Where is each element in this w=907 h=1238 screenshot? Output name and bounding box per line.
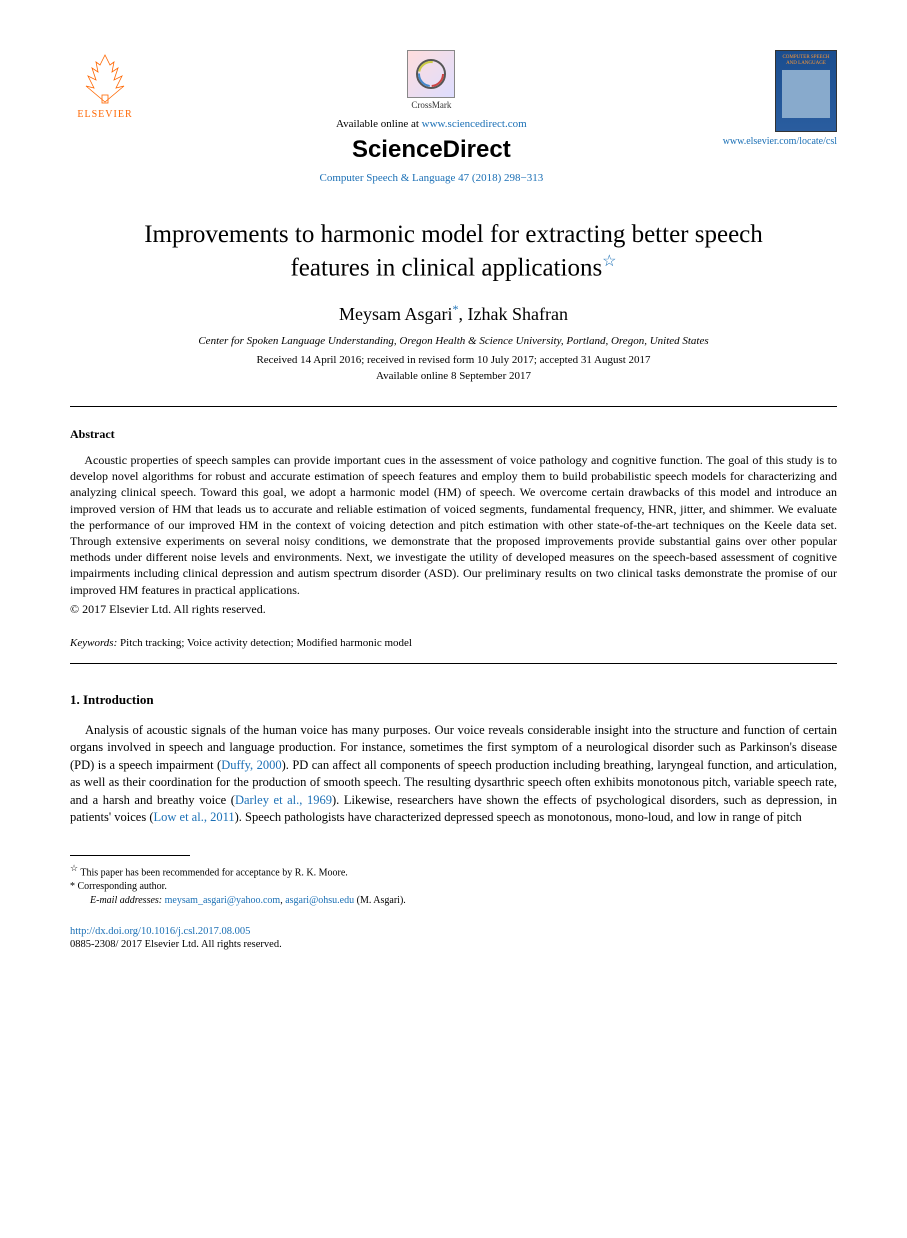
affiliation: Center for Spoken Language Understanding…: [70, 335, 837, 347]
footnote-2: * Corresponding author.: [70, 880, 837, 894]
elsevier-tree-icon: [78, 50, 133, 105]
crossmark-label: CrossMark: [140, 100, 723, 110]
footnote-separator: [70, 855, 190, 856]
citation-darley-1969[interactable]: Darley et al., 1969: [235, 793, 332, 807]
email-label: E-mail addresses:: [90, 895, 162, 906]
footnote-1-text: This paper has been recommended for acce…: [78, 867, 348, 878]
keywords-text: Pitch tracking; Voice activity detection…: [117, 637, 412, 649]
title-note-icon[interactable]: ☆: [602, 253, 616, 270]
authors: Meysam Asgari*, Izhak Shafran: [70, 302, 837, 325]
journal-cover-column: COMPUTER SPEECH AND LANGUAGE www.elsevie…: [723, 50, 837, 147]
abstract-body: Acoustic properties of speech samples ca…: [70, 452, 837, 598]
journal-cover[interactable]: COMPUTER SPEECH AND LANGUAGE: [775, 50, 837, 132]
intro-paragraph: Analysis of acoustic signals of the huma…: [70, 722, 837, 827]
dates-line2: Available online 8 September 2017: [376, 370, 531, 382]
keywords: Keywords: Pitch tracking; Voice activity…: [70, 637, 837, 649]
footnote-star-icon: ☆: [70, 863, 78, 873]
email-suffix: (M. Asgari).: [354, 895, 406, 906]
section-1-heading: 1. Introduction: [70, 692, 837, 708]
journal-homepage-link[interactable]: www.elsevier.com/locate/csl: [723, 136, 837, 147]
journal-cover-image: [782, 70, 830, 118]
copyright-line: © 2017 Elsevier Ltd. All rights reserved…: [70, 602, 837, 617]
author-1[interactable]: Meysam Asgari: [339, 304, 452, 324]
intro-text-4: ). Speech pathologists have characterize…: [235, 810, 802, 824]
corresponding-author-label: * Corresponding author.: [70, 881, 167, 892]
sciencedirect-url[interactable]: www.sciencedirect.com: [422, 118, 527, 130]
footnote-1: ☆ This paper has been recommended for ac…: [70, 862, 837, 880]
email-link-2[interactable]: asgari@ohsu.edu: [285, 895, 354, 906]
keywords-label: Keywords:: [70, 637, 117, 649]
title-line1: Improvements to harmonic model for extra…: [144, 221, 763, 248]
email-link-1[interactable]: meysam_asgari@yahoo.com: [165, 895, 281, 906]
author-2[interactable]: , Izhak Shafran: [459, 304, 568, 324]
doi-link[interactable]: http://dx.doi.org/10.1016/j.csl.2017.08.…: [70, 926, 837, 937]
center-header: CrossMark Available online at www.scienc…: [140, 50, 723, 184]
issn-line: 0885-2308/ 2017 Elsevier Ltd. All rights…: [70, 939, 837, 950]
crossmark-badge[interactable]: [407, 50, 455, 98]
abstract-heading: Abstract: [70, 427, 837, 442]
article-title: Improvements to harmonic model for extra…: [70, 219, 837, 284]
citation-duffy-2000[interactable]: Duffy, 2000: [221, 758, 281, 772]
sciencedirect-logo[interactable]: ScienceDirect: [140, 136, 723, 164]
rule-top: [70, 406, 837, 407]
citation-low-2011[interactable]: Low et al., 2011: [153, 810, 234, 824]
crossmark-icon: [416, 59, 446, 89]
journal-cover-title: COMPUTER SPEECH AND LANGUAGE: [780, 55, 832, 66]
elsevier-label: ELSEVIER: [77, 109, 132, 120]
footnote-emails: E-mail addresses: meysam_asgari@yahoo.co…: [70, 894, 837, 908]
journal-reference[interactable]: Computer Speech & Language 47 (2018) 298…: [140, 172, 723, 184]
title-line2: features in clinical applications: [290, 254, 602, 281]
rule-bottom: [70, 663, 837, 664]
available-prefix: Available online at: [336, 118, 422, 130]
dates-line1: Received 14 April 2016; received in revi…: [256, 354, 650, 366]
elsevier-logo[interactable]: ELSEVIER: [70, 50, 140, 130]
available-online-text: Available online at www.sciencedirect.co…: [140, 118, 723, 130]
header-row: ELSEVIER CrossMark Available online at w…: [70, 50, 837, 184]
article-dates: Received 14 April 2016; received in revi…: [70, 353, 837, 384]
